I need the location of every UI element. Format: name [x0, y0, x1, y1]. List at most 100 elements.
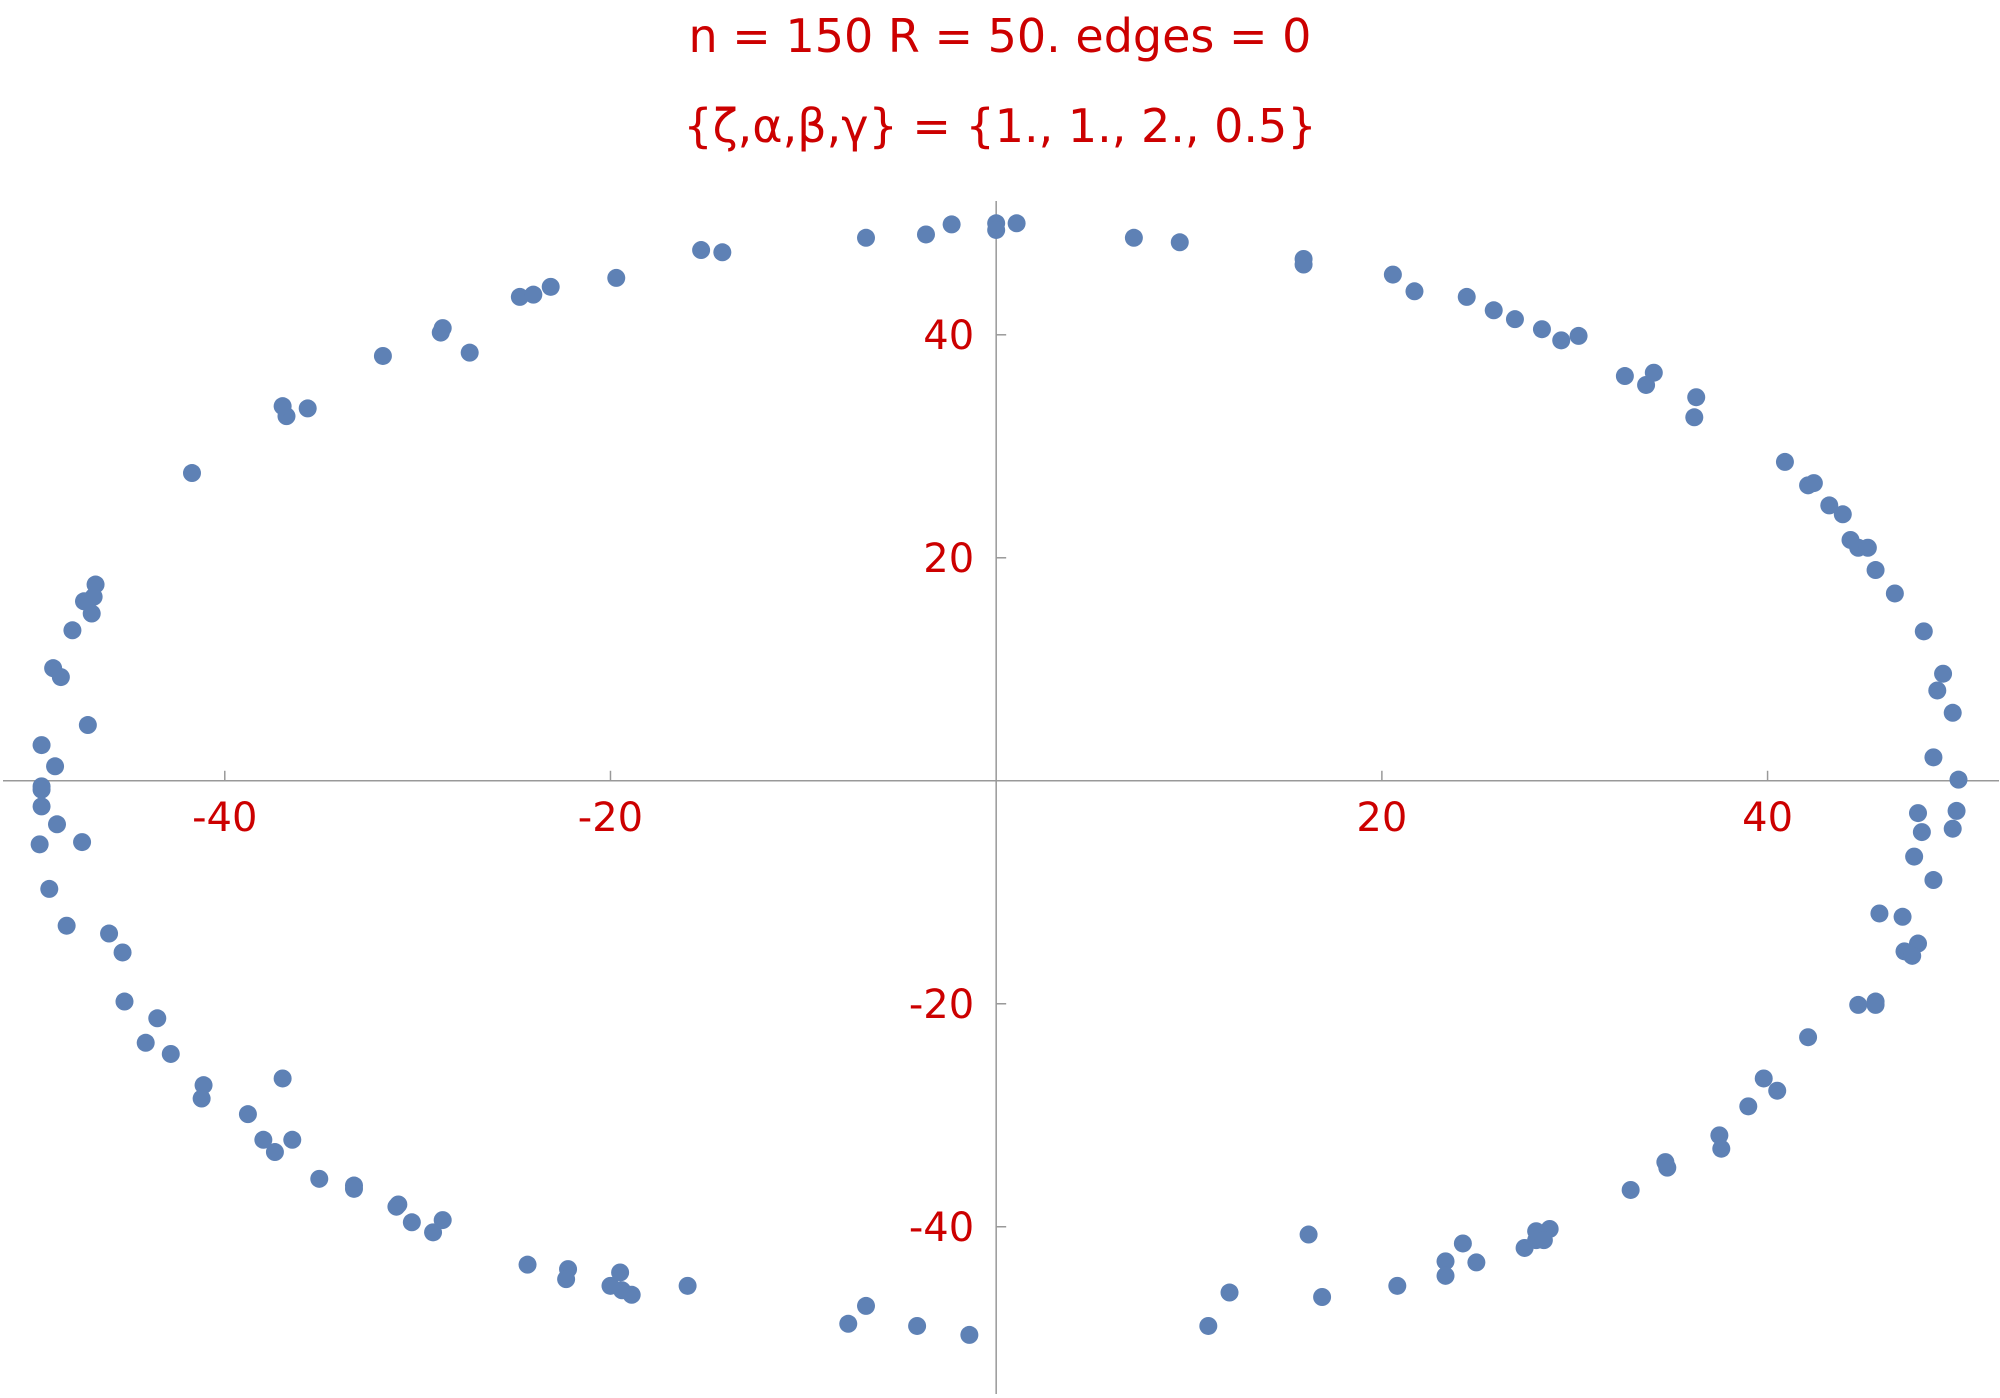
point [161, 1044, 180, 1063]
point [1768, 1081, 1787, 1100]
point [1313, 1287, 1332, 1306]
point [908, 1316, 927, 1335]
point [1453, 1234, 1472, 1253]
point [57, 916, 76, 935]
point [857, 228, 876, 247]
point [1949, 770, 1968, 789]
point [433, 1211, 452, 1230]
point [1849, 995, 1868, 1014]
point [960, 1325, 979, 1344]
point [433, 319, 452, 338]
y-tick-label: 20 [923, 536, 974, 582]
point [1934, 664, 1953, 683]
point [1912, 823, 1931, 842]
point [1436, 1266, 1455, 1285]
point [238, 1105, 257, 1124]
point [1754, 1069, 1773, 1088]
point [1621, 1180, 1640, 1199]
point [1007, 214, 1026, 233]
point [1220, 1283, 1239, 1302]
point [113, 943, 132, 962]
point [1484, 301, 1503, 320]
point [32, 797, 51, 816]
point [541, 277, 560, 296]
point [611, 1263, 630, 1282]
point [47, 815, 66, 834]
point [402, 1213, 421, 1232]
point [44, 659, 63, 678]
point [1909, 804, 1928, 823]
point [557, 1270, 576, 1289]
point [613, 1281, 632, 1300]
point [86, 575, 105, 594]
point [1294, 255, 1313, 274]
point [115, 992, 134, 1011]
point [1885, 584, 1904, 603]
point [148, 1009, 167, 1028]
y-tick-label: 40 [923, 313, 974, 359]
point [1820, 496, 1839, 515]
point [194, 1076, 213, 1095]
point [424, 1223, 443, 1242]
y-tick-label: -20 [909, 982, 974, 1028]
point [1685, 408, 1704, 427]
point [692, 241, 711, 260]
point [273, 1069, 292, 1088]
point [1866, 995, 1885, 1014]
point [1532, 320, 1551, 339]
point [32, 736, 51, 755]
point [1870, 904, 1889, 923]
point [182, 464, 201, 483]
point [1947, 801, 1966, 820]
point [1905, 847, 1924, 866]
point [1405, 282, 1424, 301]
point [63, 621, 82, 640]
point [78, 716, 97, 735]
point [373, 346, 392, 365]
point [1505, 310, 1524, 329]
point [254, 1130, 273, 1149]
point [273, 397, 292, 416]
point [387, 1197, 406, 1216]
point [1436, 1252, 1455, 1271]
point [1515, 1238, 1534, 1257]
point [1739, 1097, 1758, 1116]
point [1866, 561, 1885, 580]
point [1804, 474, 1823, 493]
point [1893, 907, 1912, 926]
point [1712, 1139, 1731, 1158]
point [1467, 1253, 1486, 1272]
point [30, 835, 49, 854]
point [1534, 1231, 1553, 1250]
point [839, 1314, 858, 1333]
point [310, 1169, 329, 1188]
point [607, 268, 626, 287]
point [46, 757, 65, 776]
point [1943, 819, 1962, 838]
point [510, 287, 529, 306]
point [1299, 1225, 1318, 1244]
point [283, 1130, 302, 1149]
point [1658, 1158, 1677, 1177]
point [987, 220, 1006, 239]
point [1552, 331, 1571, 350]
point [298, 399, 317, 418]
point [1569, 326, 1588, 345]
point [1457, 287, 1476, 306]
x-tick-label: 20 [1356, 795, 1407, 841]
point [192, 1089, 211, 1108]
point [1644, 363, 1663, 382]
point [74, 592, 93, 611]
point [32, 780, 51, 799]
point [265, 1143, 284, 1162]
point [857, 1296, 876, 1315]
x-tick-label: -20 [578, 795, 643, 841]
point [1924, 871, 1943, 890]
point [1914, 622, 1933, 641]
point [1775, 452, 1794, 471]
x-tick-label: -40 [192, 795, 257, 841]
y-tick-label: -40 [909, 1205, 974, 1251]
point [1924, 748, 1943, 767]
point [1833, 505, 1852, 524]
x-tick-label: 40 [1742, 795, 1793, 841]
